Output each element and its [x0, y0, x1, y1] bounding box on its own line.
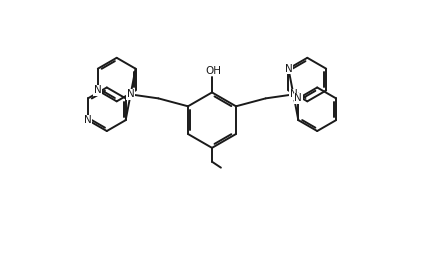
Text: N: N — [127, 90, 134, 99]
Text: N: N — [295, 93, 302, 103]
Text: N: N — [290, 90, 297, 99]
Text: OH: OH — [205, 66, 221, 76]
Text: N: N — [84, 115, 92, 125]
Text: N: N — [285, 64, 292, 74]
Text: N: N — [94, 85, 102, 95]
